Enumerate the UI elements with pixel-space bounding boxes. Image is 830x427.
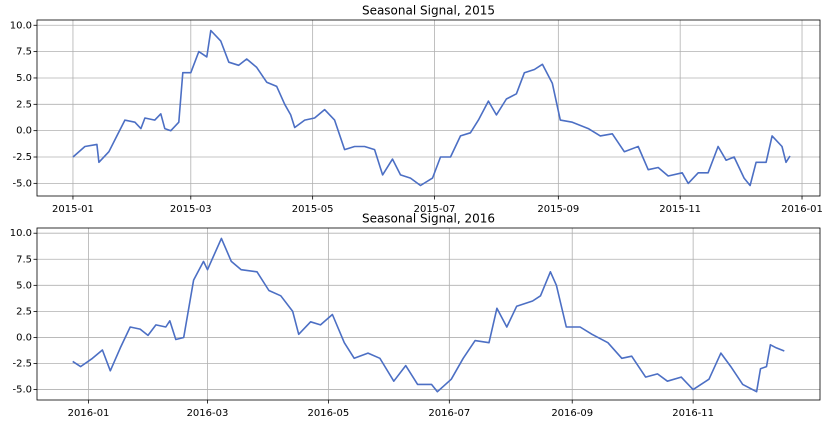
y-tick-label: -2.5 [12, 359, 32, 370]
y-tick-label: -5.0 [12, 385, 32, 396]
x-tick-label: 2015-11 [659, 204, 701, 215]
chart-title: Seasonal Signal, 2015 [362, 4, 495, 18]
y-tick-label: 2.5 [16, 99, 32, 110]
line-series [72, 237, 785, 393]
y-tick-label: 2.5 [16, 306, 32, 317]
x-tick-label: 2015-01 [52, 204, 94, 215]
x-tick-label: 2016-09 [551, 408, 593, 419]
x-tick-label: 2016-05 [307, 408, 349, 419]
x-tick-label: 2016-01 [68, 408, 110, 419]
x-tick-label: 2016-11 [672, 408, 714, 419]
x-tick-label: 2015-03 [170, 204, 212, 215]
y-tick-label: 0.0 [16, 332, 32, 343]
chart-title: Seasonal Signal, 2016 [362, 212, 495, 226]
y-tick-label: -5.0 [12, 178, 32, 189]
x-tick-label: 2015-05 [292, 204, 334, 215]
y-tick-label: 10.0 [10, 228, 32, 239]
plot-frame [36, 19, 821, 197]
y-tick-label: -2.5 [12, 152, 32, 163]
x-tick-label: 2016-01 [781, 204, 823, 215]
y-tick-label: 7.5 [16, 254, 32, 265]
plot-frame [36, 227, 821, 401]
y-tick-label: 5.0 [16, 73, 32, 84]
x-tick-label: 2016-03 [187, 408, 229, 419]
y-tick-label: 5.0 [16, 280, 32, 291]
x-tick-label: 2015-09 [537, 204, 579, 215]
line-series [72, 29, 791, 187]
x-tick-label: 2015-07 [414, 204, 456, 215]
x-tick-label: 2016-07 [428, 408, 470, 419]
y-tick-label: 7.5 [16, 47, 32, 58]
y-tick-label: 10.0 [10, 20, 32, 31]
y-tick-label: 0.0 [16, 126, 32, 137]
